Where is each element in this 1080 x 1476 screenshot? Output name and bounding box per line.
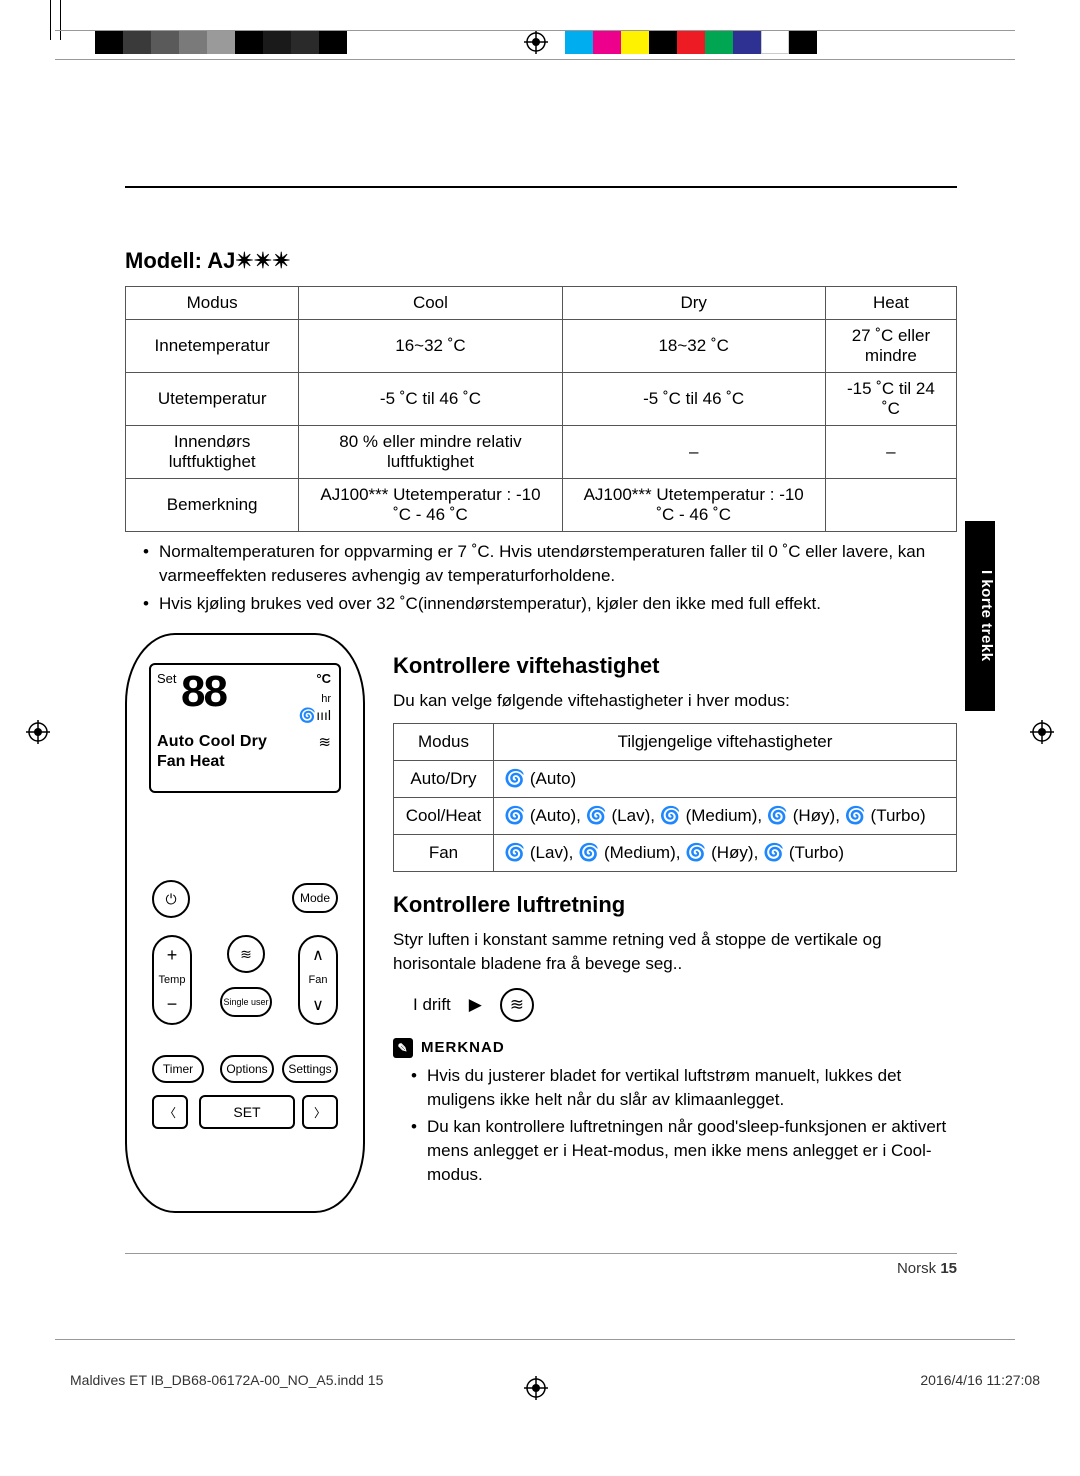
cell: 🌀 (Lav), 🌀 (Medium), 🌀 (Høy), 🌀 (Turbo) [494, 835, 957, 872]
registration-mark-right [1030, 720, 1054, 744]
cell: Cool/Heat [394, 798, 494, 835]
remote-screen: Set 88 °C hr 🌀ıııl Auto Cool Dry ≋ Fan H… [149, 663, 341, 793]
note-header: ✎ MERKNAD [393, 1038, 957, 1058]
screen-deg: °C [316, 671, 331, 686]
fan-table: Modus Tilgjengelige viftehastigheter Aut… [393, 723, 957, 872]
page-frame: Modell: AJ✴✴✴ Modus Cool Dry Heat Innete… [55, 30, 1015, 1340]
swing-glyph-2: ≋ [510, 995, 524, 1015]
cell: 18~32 ˚C [562, 320, 825, 373]
cell: Bemerkning [126, 479, 299, 532]
print-date: 2016/4/16 11:27:08 [920, 1372, 1040, 1388]
idrift-row: I drift ▶ ≋ [413, 988, 957, 1022]
set-label: SET [233, 1104, 260, 1120]
note-bullet: Hvis du justerer bladet for vertikal luf… [411, 1064, 957, 1112]
screen-modes-2: Fan Heat [157, 753, 225, 771]
screen-hr: hr [321, 693, 331, 705]
th-speeds: Tilgjengelige viftehastigheter [494, 724, 957, 761]
power-icon: ⏻ [165, 891, 176, 908]
cell: 🌀 (Auto) [494, 761, 957, 798]
swing-icon: ≋ [318, 733, 331, 751]
cell: 🌀 (Auto), 🌀 (Lav), 🌀 (Medium), 🌀 (Høy), … [494, 798, 957, 835]
options-button[interactable]: Options [220, 1055, 274, 1083]
timer-button[interactable]: Timer [152, 1055, 204, 1083]
cell: AJ100*** Utetemperatur : -10 ˚C - 46 ˚C [562, 479, 825, 532]
bullet: Hvis kjøling brukes ved over 32 ˚C(innen… [143, 592, 957, 616]
page-number: 15 [940, 1260, 957, 1277]
temp-label: Temp [159, 974, 186, 986]
side-tab: I korte trekk [965, 521, 995, 711]
single-user-button[interactable]: Single user [220, 987, 272, 1017]
th-mode: Modus [394, 724, 494, 761]
mode-button[interactable]: Mode [292, 883, 338, 913]
right-button[interactable]: 〉 [302, 1095, 338, 1129]
page-footer: Norsk 15 [125, 1253, 957, 1277]
airflow-title: Kontrollere luftretning [393, 892, 957, 918]
fan-stepper[interactable]: ∧ Fan ∨ [298, 935, 338, 1025]
temp-stepper[interactable]: + Temp − [152, 935, 192, 1025]
power-button[interactable]: ⏻ [152, 880, 190, 918]
cell: 80 % eller mindre relativ luftfuktighet [299, 426, 562, 479]
page-lang: Norsk [897, 1260, 936, 1277]
left-button[interactable]: 〈 [152, 1095, 188, 1129]
cell: -5 ˚C til 46 ˚C [562, 373, 825, 426]
fanspeed-intro: Du kan velge følgende viftehastigheter i… [393, 689, 957, 713]
cell [825, 479, 956, 532]
swing-button[interactable]: ≋ [227, 935, 265, 973]
settings-button[interactable]: Settings [282, 1055, 338, 1083]
model-heading: Modell: AJ✴✴✴ [125, 248, 957, 274]
up-icon: ∧ [312, 945, 324, 965]
idrift-label: I drift [413, 995, 451, 1015]
top-bullets: Normaltemperaturen for oppvarming er 7 ˚… [143, 540, 957, 615]
plus-icon: + [167, 945, 178, 966]
screen-temp-88: 88 [181, 667, 226, 717]
cell: Auto/Dry [394, 761, 494, 798]
airflow-intro: Styr luften i konstant samme retning ved… [393, 928, 957, 976]
content-area: Modell: AJ✴✴✴ Modus Cool Dry Heat Innete… [55, 186, 1015, 1339]
th-heat: Heat [825, 287, 956, 320]
cell: Fan [394, 835, 494, 872]
fanspeed-title: Kontrollere viftehastighet [393, 653, 957, 679]
cell: Innendørs luftfuktighet [126, 426, 299, 479]
cell: 27 ˚C eller mindre [825, 320, 956, 373]
th-dry: Dry [562, 287, 825, 320]
screen-modes-1: Auto Cool Dry [157, 733, 267, 751]
note-icon: ✎ [393, 1038, 413, 1058]
cell: Utetemperatur [126, 373, 299, 426]
settings-label: Settings [288, 1062, 331, 1076]
th-modus: Modus [126, 287, 299, 320]
timer-label: Timer [163, 1062, 193, 1076]
cell: -15 ˚C til 24 ˚C [825, 373, 956, 426]
swing-glyph: ≋ [240, 946, 252, 963]
cell: 16~32 ˚C [299, 320, 562, 373]
mode-label: Mode [300, 891, 330, 905]
note-label: MERKNAD [421, 1039, 505, 1056]
screen-set-label: Set [157, 671, 177, 686]
fan-icon: 🌀ıııl [299, 707, 331, 724]
spec-table: Modus Cool Dry Heat Innetemperatur 16~32… [125, 286, 957, 532]
single-user-label: Single user [223, 998, 268, 1007]
note-bullet: Du kan kontrollere luftretningen når goo… [411, 1115, 957, 1186]
right-icon: 〉 [314, 1104, 326, 1121]
cell: – [562, 426, 825, 479]
note-bullets: Hvis du justerer bladet for vertikal luf… [411, 1064, 957, 1187]
set-button[interactable]: SET [199, 1095, 295, 1129]
print-file: Maldives ET IB_DB68-06172A-00_NO_A5.indd… [70, 1372, 383, 1388]
options-label: Options [226, 1062, 267, 1076]
cell: – [825, 426, 956, 479]
th-cool: Cool [299, 287, 562, 320]
minus-icon: − [167, 994, 178, 1015]
print-footer: Maldives ET IB_DB68-06172A-00_NO_A5.indd… [70, 1372, 1040, 1388]
top-rule [125, 186, 957, 188]
cell: AJ100*** Utetemperatur : -10 ˚C - 46 ˚C [299, 479, 562, 532]
registration-mark-left [26, 720, 50, 744]
swing-button-inline[interactable]: ≋ [500, 988, 534, 1022]
cell: -5 ˚C til 46 ˚C [299, 373, 562, 426]
bullet: Normaltemperaturen for oppvarming er 7 ˚… [143, 540, 957, 588]
left-icon: 〈 [164, 1104, 176, 1121]
arrow-icon: ▶ [469, 995, 482, 1015]
remote-illustration: Set 88 °C hr 🌀ıııl Auto Cool Dry ≋ Fan H… [125, 633, 365, 1213]
cell: Innetemperatur [126, 320, 299, 373]
fan-label: Fan [309, 974, 328, 986]
down-icon: ∨ [312, 995, 324, 1015]
